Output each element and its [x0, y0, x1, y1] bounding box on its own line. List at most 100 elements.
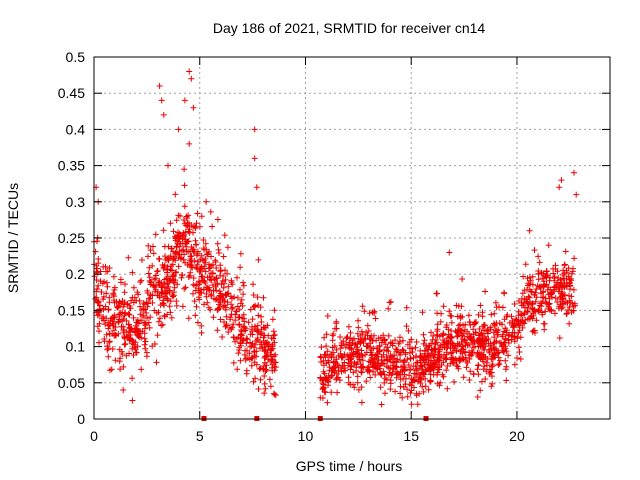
data-point [231, 294, 238, 301]
data-point [240, 279, 247, 286]
data-point [323, 343, 330, 350]
data-point [413, 392, 420, 399]
data-point [227, 314, 234, 321]
data-point [96, 328, 102, 335]
data-point [270, 361, 276, 368]
data-point [248, 354, 255, 361]
data-point [242, 325, 249, 332]
data-point [207, 208, 214, 215]
data-point [196, 269, 203, 275]
data-point [160, 111, 167, 118]
data-point [95, 282, 102, 289]
data-point [407, 367, 414, 374]
data-point [323, 331, 330, 338]
data-point [237, 264, 244, 271]
data-point [111, 327, 117, 334]
data-point [240, 291, 247, 298]
data-point [230, 359, 237, 366]
data-point [237, 335, 244, 342]
data-point [156, 83, 163, 89]
data-point [171, 284, 178, 291]
data-point [125, 254, 132, 261]
data-point [185, 212, 192, 219]
data-point [179, 303, 186, 310]
x-tick-label: 5 [196, 428, 204, 444]
data-point [501, 316, 508, 323]
data-point [136, 330, 143, 337]
data-point [400, 337, 406, 344]
data-point [214, 307, 221, 313]
data-point [446, 308, 453, 315]
data-point [253, 184, 260, 191]
data-point [154, 267, 161, 274]
data-point [355, 335, 362, 342]
data-point [261, 390, 268, 397]
data-point [355, 317, 362, 324]
data-point [455, 322, 462, 329]
data-point [243, 367, 250, 374]
data-point [217, 316, 224, 323]
data-point [552, 310, 558, 317]
data-point [397, 334, 403, 341]
data-point [228, 279, 235, 286]
data-point [258, 313, 265, 320]
data-point [179, 247, 185, 254]
data-point [333, 346, 340, 353]
data-point [324, 399, 331, 406]
data-point [346, 339, 353, 346]
data-point [333, 318, 340, 325]
data-point [130, 352, 137, 358]
data-point [215, 246, 222, 253]
data-point [528, 301, 535, 307]
data-point [326, 364, 333, 371]
data-point [103, 290, 110, 297]
data-point [455, 365, 462, 372]
data-point [437, 379, 444, 386]
data-point [360, 364, 367, 371]
data-point [173, 243, 180, 250]
data-point [117, 366, 124, 373]
data-point [217, 267, 224, 274]
data-point [145, 242, 152, 249]
y-tick-label: 0.4 [66, 121, 86, 137]
data-point [544, 272, 551, 279]
data-point [224, 244, 231, 251]
data-point [101, 278, 108, 285]
data-point [171, 253, 178, 260]
data-point [515, 312, 522, 319]
data-point [167, 298, 174, 305]
data-point [571, 169, 577, 176]
data-point [411, 377, 418, 384]
data-point [531, 247, 538, 254]
data-point [103, 331, 110, 338]
data-point [260, 366, 267, 373]
data-point [147, 295, 154, 302]
data-point [146, 324, 153, 331]
data-point [453, 357, 460, 364]
data-point [271, 391, 278, 398]
data-point [431, 345, 438, 352]
data-point [523, 296, 530, 303]
data-point [180, 256, 187, 263]
data-point [165, 254, 172, 261]
data-point [474, 394, 481, 400]
data-point [385, 305, 392, 312]
data-point [166, 287, 173, 294]
data-point [129, 269, 136, 276]
x-tick-label: 15 [403, 428, 419, 444]
data-point [499, 331, 506, 338]
data-point [541, 282, 548, 289]
data-point [496, 303, 502, 310]
data-point [320, 368, 327, 375]
data-point [198, 286, 205, 293]
data-point [224, 270, 231, 277]
data-point [464, 342, 471, 349]
data-point [166, 303, 173, 310]
data-point [329, 337, 336, 344]
data-point [535, 276, 542, 283]
data-point [199, 273, 205, 280]
data-point [489, 361, 496, 368]
data-point [495, 349, 502, 356]
data-point [421, 371, 428, 378]
data-point [102, 321, 109, 328]
